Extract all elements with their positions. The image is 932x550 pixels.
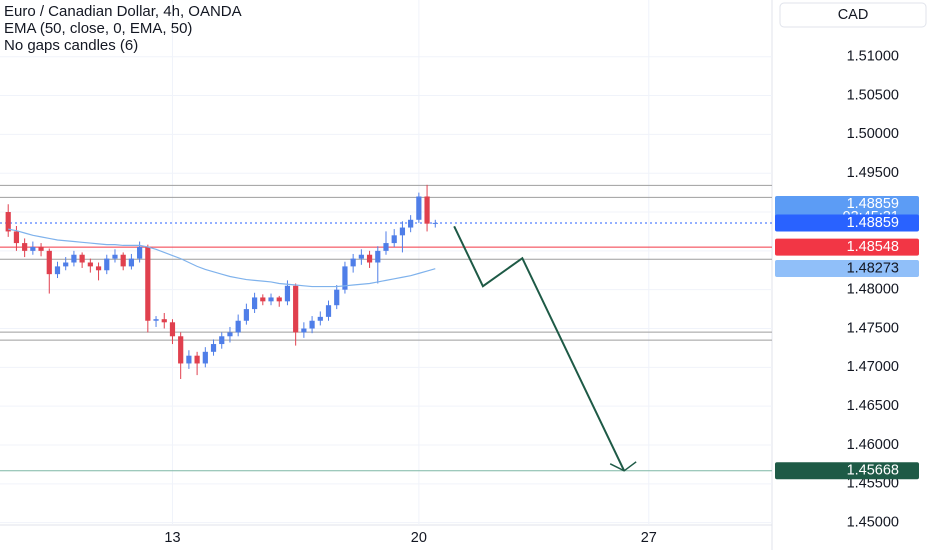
projection-arrowhead — [609, 461, 637, 472]
axis: 1.45000 1.45500 1.46000 1.46500 1.47000 1.475… — [164, 49, 919, 546]
candle-body — [383, 243, 389, 251]
y-tick-label: 1.47500 — [847, 320, 899, 336]
y-tick-label: 1.48000 — [847, 282, 899, 298]
candle-body — [309, 320, 315, 329]
y-tick-label: 1.46500 — [847, 398, 899, 414]
price-label: 1.48548 — [847, 239, 899, 255]
candle-body — [87, 262, 93, 267]
candle-body — [391, 235, 397, 244]
candle-body — [169, 322, 176, 337]
candle-body — [375, 250, 381, 263]
price-label-box — [775, 462, 919, 480]
y-tick-label: 1.51000 — [847, 49, 899, 65]
candle-body — [358, 254, 364, 259]
price-label-box — [775, 238, 919, 256]
indicator-label: EMA (50, close, 0, EMA, 50) — [4, 20, 192, 37]
candle-body — [227, 332, 233, 337]
x-tick-label: 27 — [641, 530, 657, 546]
candle-body — [38, 246, 44, 251]
candle-body — [293, 285, 299, 333]
y-tick-label: 1.45000 — [847, 514, 899, 530]
candle-body — [219, 336, 225, 345]
ema-line — [8, 228, 436, 288]
candle-body — [260, 297, 266, 302]
candle-body — [284, 285, 291, 302]
price-label: 1.48859 — [847, 215, 899, 231]
y-tick-label: 1.45500 — [847, 476, 899, 492]
price-label-box — [775, 259, 919, 277]
y-tick-label: 1.50500 — [847, 87, 899, 103]
candle-body — [268, 297, 274, 302]
candle-body — [30, 246, 36, 251]
y-tick-label: 1.47000 — [847, 359, 899, 375]
candle-body — [145, 246, 151, 321]
candle-body — [13, 231, 20, 244]
candle-body — [301, 328, 307, 333]
candle-body — [63, 262, 69, 267]
candle-body — [276, 297, 282, 302]
candle-body — [161, 319, 167, 323]
candle-body — [399, 227, 406, 236]
x-tick-label: 13 — [164, 530, 180, 546]
x-tick-label: 20 — [411, 530, 427, 546]
y-tick-label: 1.49500 — [847, 165, 899, 181]
candle-body — [424, 196, 430, 224]
candle-body — [186, 355, 192, 364]
candle-body — [334, 289, 340, 306]
y-tick-label: 1.46000 — [847, 437, 899, 453]
currency-button[interactable] — [779, 2, 927, 28]
indicator-label: No gaps candles (6) — [4, 37, 138, 54]
candle-body — [235, 320, 241, 333]
candle-body — [416, 196, 422, 220]
candle-body — [178, 336, 184, 364]
candle-body — [243, 309, 249, 321]
candle-body — [325, 305, 332, 317]
candle-body — [112, 254, 118, 259]
candle-body — [22, 243, 28, 251]
candle-body — [210, 344, 217, 352]
price-label: 1.48859 — [847, 196, 899, 212]
plot — [0, 184, 772, 472]
candle-body — [194, 355, 200, 364]
candle-body — [350, 258, 356, 267]
price-label: 1.45668 — [847, 463, 899, 479]
price-label-box — [775, 214, 919, 232]
projection-path — [453, 225, 626, 472]
candle-body — [54, 266, 61, 275]
candle-body — [79, 254, 85, 263]
candle-body — [317, 316, 323, 321]
candle-body — [104, 258, 110, 271]
currency-label[interactable]: CAD — [838, 7, 869, 23]
candle-body — [251, 297, 258, 310]
candle-body — [202, 351, 208, 364]
candle-body — [71, 254, 77, 263]
candle-body — [432, 222, 438, 224]
y-tick-label: 1.50000 — [847, 126, 899, 142]
candle-body — [46, 250, 52, 275]
candle-body — [153, 319, 159, 321]
candle-body — [342, 266, 348, 290]
candle-body — [128, 258, 135, 267]
candle-body — [95, 266, 102, 271]
chart-title: Euro / Canadian Dollar, 4h, OANDA — [4, 3, 242, 20]
candle-body — [120, 254, 126, 267]
candle-body — [408, 219, 414, 228]
price-label: 1.48273 — [847, 260, 899, 276]
candle-body — [137, 246, 143, 259]
candle-body — [366, 254, 373, 263]
candle-body — [5, 212, 11, 232]
